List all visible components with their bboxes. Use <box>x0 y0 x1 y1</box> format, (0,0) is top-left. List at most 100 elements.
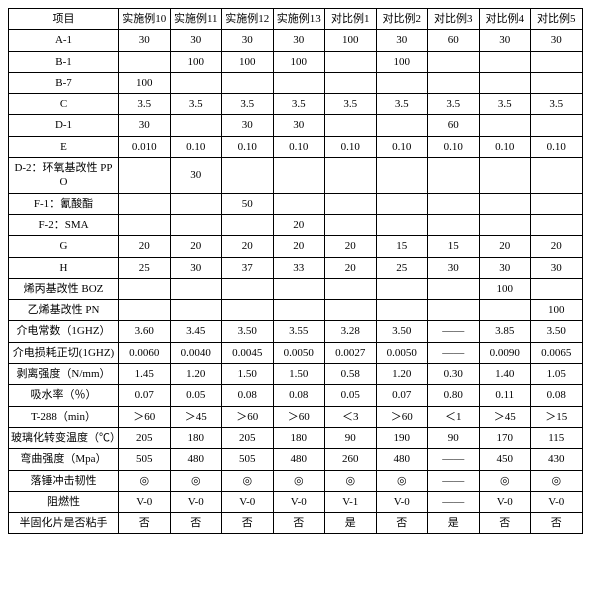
cell <box>531 193 583 214</box>
table-row: A-13030303010030603030 <box>9 30 583 51</box>
cell: 0.0045 <box>222 342 274 363</box>
header-col: 实施例12 <box>222 9 274 30</box>
cell: 30 <box>531 30 583 51</box>
cell: 30 <box>222 115 274 136</box>
table-row: 落锤冲击韧性◎◎◎◎◎◎——◎◎ <box>9 470 583 491</box>
table-row: 烯丙基改性 BOZ100 <box>9 278 583 299</box>
cell: ◎ <box>376 470 428 491</box>
cell: 30 <box>170 257 222 278</box>
header-col: 实施例13 <box>273 9 325 30</box>
row-label: B-1 <box>9 51 119 72</box>
table-row: T-288（min）＞60＞45＞60＞60＜3＞60＜1＞45＞15 <box>9 406 583 427</box>
table-row: 乙烯基改性 PN100 <box>9 300 583 321</box>
row-label: 玻璃化转变温度（℃） <box>9 427 119 448</box>
cell <box>376 72 428 93</box>
cell: 180 <box>170 427 222 448</box>
cell: 100 <box>119 72 171 93</box>
cell: 3.50 <box>376 321 428 342</box>
cell: 3.50 <box>222 321 274 342</box>
cell: 480 <box>170 449 222 470</box>
cell: 0.0065 <box>531 342 583 363</box>
cell: 30 <box>531 257 583 278</box>
cell <box>428 158 480 194</box>
row-label: T-288（min） <box>9 406 119 427</box>
cell: 260 <box>325 449 377 470</box>
cell: 0.11 <box>479 385 531 406</box>
cell: ◎ <box>222 470 274 491</box>
cell: ＞60 <box>376 406 428 427</box>
cell <box>222 158 274 194</box>
data-table: 项目 实施例10 实施例11 实施例12 实施例13 对比例1 对比例2 对比例… <box>8 8 583 534</box>
cell: 190 <box>376 427 428 448</box>
cell <box>479 158 531 194</box>
cell <box>531 158 583 194</box>
cell: 100 <box>479 278 531 299</box>
cell: 100 <box>273 51 325 72</box>
cell: 50 <box>222 193 274 214</box>
row-label: F-2：SMA <box>9 214 119 235</box>
cell <box>428 72 480 93</box>
cell <box>325 115 377 136</box>
cell: 205 <box>222 427 274 448</box>
cell: 0.05 <box>325 385 377 406</box>
cell: ＞60 <box>273 406 325 427</box>
cell: 3.5 <box>376 94 428 115</box>
cell: 0.07 <box>119 385 171 406</box>
table-row: 半固化片是否粘手否否否否是否是否否 <box>9 513 583 534</box>
cell <box>170 214 222 235</box>
cell: 30 <box>119 115 171 136</box>
table-row: D-2：环氧基改性 PPO30 <box>9 158 583 194</box>
cell <box>531 115 583 136</box>
cell: 3.5 <box>222 94 274 115</box>
row-label: 剥离强度（N/mm） <box>9 364 119 385</box>
cell: V-0 <box>531 491 583 512</box>
row-label: H <box>9 257 119 278</box>
cell: 1.50 <box>273 364 325 385</box>
header-col: 对比例4 <box>479 9 531 30</box>
cell <box>376 278 428 299</box>
row-label: D-1 <box>9 115 119 136</box>
cell: 否 <box>170 513 222 534</box>
cell: 30 <box>222 30 274 51</box>
cell: ◎ <box>170 470 222 491</box>
cell: 25 <box>119 257 171 278</box>
cell <box>531 51 583 72</box>
cell: 3.60 <box>119 321 171 342</box>
header-col: 对比例5 <box>531 9 583 30</box>
cell: 430 <box>531 449 583 470</box>
cell: 3.28 <box>325 321 377 342</box>
cell: —— <box>428 491 480 512</box>
cell <box>479 214 531 235</box>
cell: 1.20 <box>170 364 222 385</box>
cell: 3.5 <box>325 94 377 115</box>
header-col: 对比例3 <box>428 9 480 30</box>
table-row: B-1100100100100 <box>9 51 583 72</box>
cell: 30 <box>119 30 171 51</box>
header-col: 对比例1 <box>325 9 377 30</box>
cell: 0.07 <box>376 385 428 406</box>
cell <box>376 300 428 321</box>
cell: 20 <box>119 236 171 257</box>
cell <box>119 214 171 235</box>
table-row: 介电损耗正切(1GHZ)0.00600.00400.00450.00500.00… <box>9 342 583 363</box>
cell: 3.5 <box>479 94 531 115</box>
cell: 0.10 <box>325 136 377 157</box>
table-row: E0.0100.100.100.100.100.100.100.100.10 <box>9 136 583 157</box>
cell: 0.10 <box>376 136 428 157</box>
row-label: 介电常数（1GHZ） <box>9 321 119 342</box>
cell: 100 <box>170 51 222 72</box>
cell: 25 <box>376 257 428 278</box>
cell: 0.08 <box>273 385 325 406</box>
row-label: E <box>9 136 119 157</box>
cell: 否 <box>376 513 428 534</box>
table-row: C3.53.53.53.53.53.53.53.53.5 <box>9 94 583 115</box>
cell <box>376 193 428 214</box>
cell <box>376 115 428 136</box>
cell: 30 <box>479 257 531 278</box>
cell <box>428 214 480 235</box>
row-label: A-1 <box>9 30 119 51</box>
cell <box>273 278 325 299</box>
table-row: F-2：SMA20 <box>9 214 583 235</box>
cell <box>376 158 428 194</box>
cell: 33 <box>273 257 325 278</box>
